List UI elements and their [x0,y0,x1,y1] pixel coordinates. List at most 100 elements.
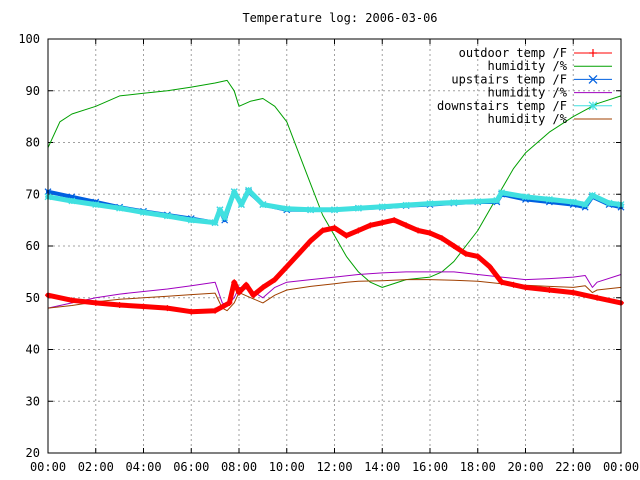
data-point [474,253,481,260]
data-point [319,227,326,234]
x-tick-label: 16:00 [412,460,448,474]
data-point [510,281,517,288]
chart-title: Temperature log: 2006-03-06 [242,11,437,25]
data-point [415,227,422,234]
y-tick-label: 30 [26,394,40,408]
data-point [427,230,433,237]
data-point [522,193,529,201]
data-point [354,204,362,212]
data-point [605,199,613,207]
data-point [462,250,469,257]
data-point [283,263,290,270]
data-point [140,208,147,216]
data-point [236,289,242,296]
series-line [47,271,622,309]
x-axis: 00:00 02:00 04:00 06:00 08:00 10:00 12:00 14:00… [30,39,639,474]
y-tick-label: 90 [26,84,40,98]
data-point [68,197,76,205]
x-tick-label: 18:00 [460,460,496,474]
data-point [588,191,596,199]
data-point [450,199,458,206]
legend-entry: outdoor temp /F [459,46,612,60]
data-point [283,205,291,213]
x-tick-label: 00:00 [30,460,66,474]
data-point [212,307,219,314]
data-point [92,201,100,209]
data-point [140,303,147,310]
data-point [164,305,171,312]
data-point [426,200,434,207]
y-tick-label: 80 [26,136,40,150]
x-tick-label: 10:00 [269,460,305,474]
data-point [355,227,362,234]
series-0 [45,217,624,315]
x-tick-label: 04:00 [125,460,161,474]
x-tick-label: 22:00 [555,460,591,474]
data-point [231,279,238,286]
x-tick-label: 08:00 [221,460,257,474]
grid [48,39,621,453]
data-point [163,212,171,220]
data-point [569,198,577,206]
data-point [259,201,267,209]
legend-entry: humidity /% [488,112,612,126]
data-point [92,299,99,306]
x-tick-label: 12:00 [316,460,352,474]
y-tick-label: 70 [26,187,40,201]
legend-marker [588,101,598,111]
data-point [211,219,219,227]
data-point [581,201,589,209]
data-point [450,243,457,249]
data-point [221,214,229,221]
x-tick-label: 02:00 [78,460,114,474]
y-tick-label: 100 [18,32,40,46]
data-point [343,232,350,239]
data-point [116,204,124,212]
data-point [498,279,505,286]
data-point [402,201,410,209]
data-point [474,198,482,205]
legend-entry: humidity /% [488,59,612,73]
data-point [68,297,75,304]
y-tick-label: 40 [26,343,40,357]
legend-label: humidity /% [488,86,568,100]
series-line [45,187,624,226]
data-point [116,301,123,308]
data-point [403,222,410,229]
data-point [216,206,224,214]
data-point [271,276,278,283]
y-tick-label: 60 [26,239,40,253]
series-4 [44,186,625,227]
data-point [237,201,245,209]
y-tick-label: 20 [26,446,40,460]
legend-label: humidity /% [488,112,568,126]
data-point [367,222,374,229]
plot-frame [47,38,622,454]
data-point [438,235,445,242]
data-point [307,237,314,244]
data-point [295,250,302,257]
data-point [379,219,386,226]
series-line [47,279,622,312]
legend-marker [588,74,598,84]
data-point [486,263,493,270]
legend-entry: downstairs temp /F [437,99,612,113]
x-tick-label: 14:00 [364,460,400,474]
series-5 [47,279,622,312]
x-tick-label: 06:00 [173,460,209,474]
series-3 [47,271,622,309]
data-point [187,216,195,224]
legend-label: downstairs temp /F [437,99,567,113]
data-point [331,224,338,231]
data-point [378,203,386,211]
series-line [45,217,624,315]
data-point [545,196,553,203]
plot-series [44,79,625,315]
data-point [307,206,315,214]
data-point [226,299,233,306]
legend-label: upstairs temp /F [451,72,567,86]
data-point [493,197,501,204]
data-point [331,206,338,214]
